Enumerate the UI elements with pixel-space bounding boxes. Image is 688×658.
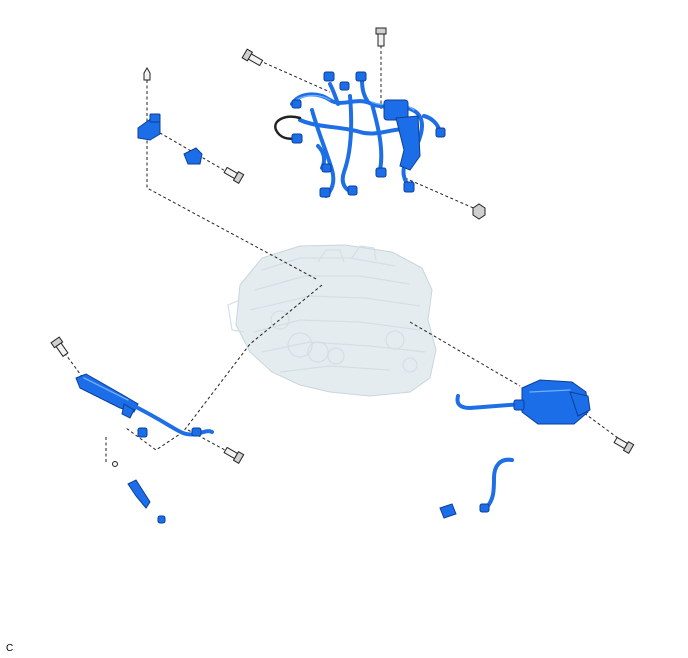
bolt-icon	[223, 446, 245, 465]
bolt-icon	[241, 48, 264, 67]
fuel-delivery-pipe	[75, 373, 214, 438]
nut-icon	[472, 203, 486, 220]
small-screw	[112, 461, 118, 467]
engine-assembly	[227, 244, 437, 397]
harness-bracket	[137, 113, 161, 141]
bolt-icon	[375, 27, 387, 47]
bolt-icon	[50, 336, 69, 358]
bolt-icon	[223, 166, 245, 185]
canister-assembly	[455, 379, 591, 425]
figure-code-label: C	[6, 643, 14, 654]
clip-icon	[143, 67, 151, 81]
fuel-injector	[127, 479, 166, 524]
bolt-icon	[613, 436, 635, 455]
engine-wire-harness	[274, 71, 446, 198]
harness-clamp	[183, 147, 203, 165]
purge-hose	[439, 457, 514, 519]
